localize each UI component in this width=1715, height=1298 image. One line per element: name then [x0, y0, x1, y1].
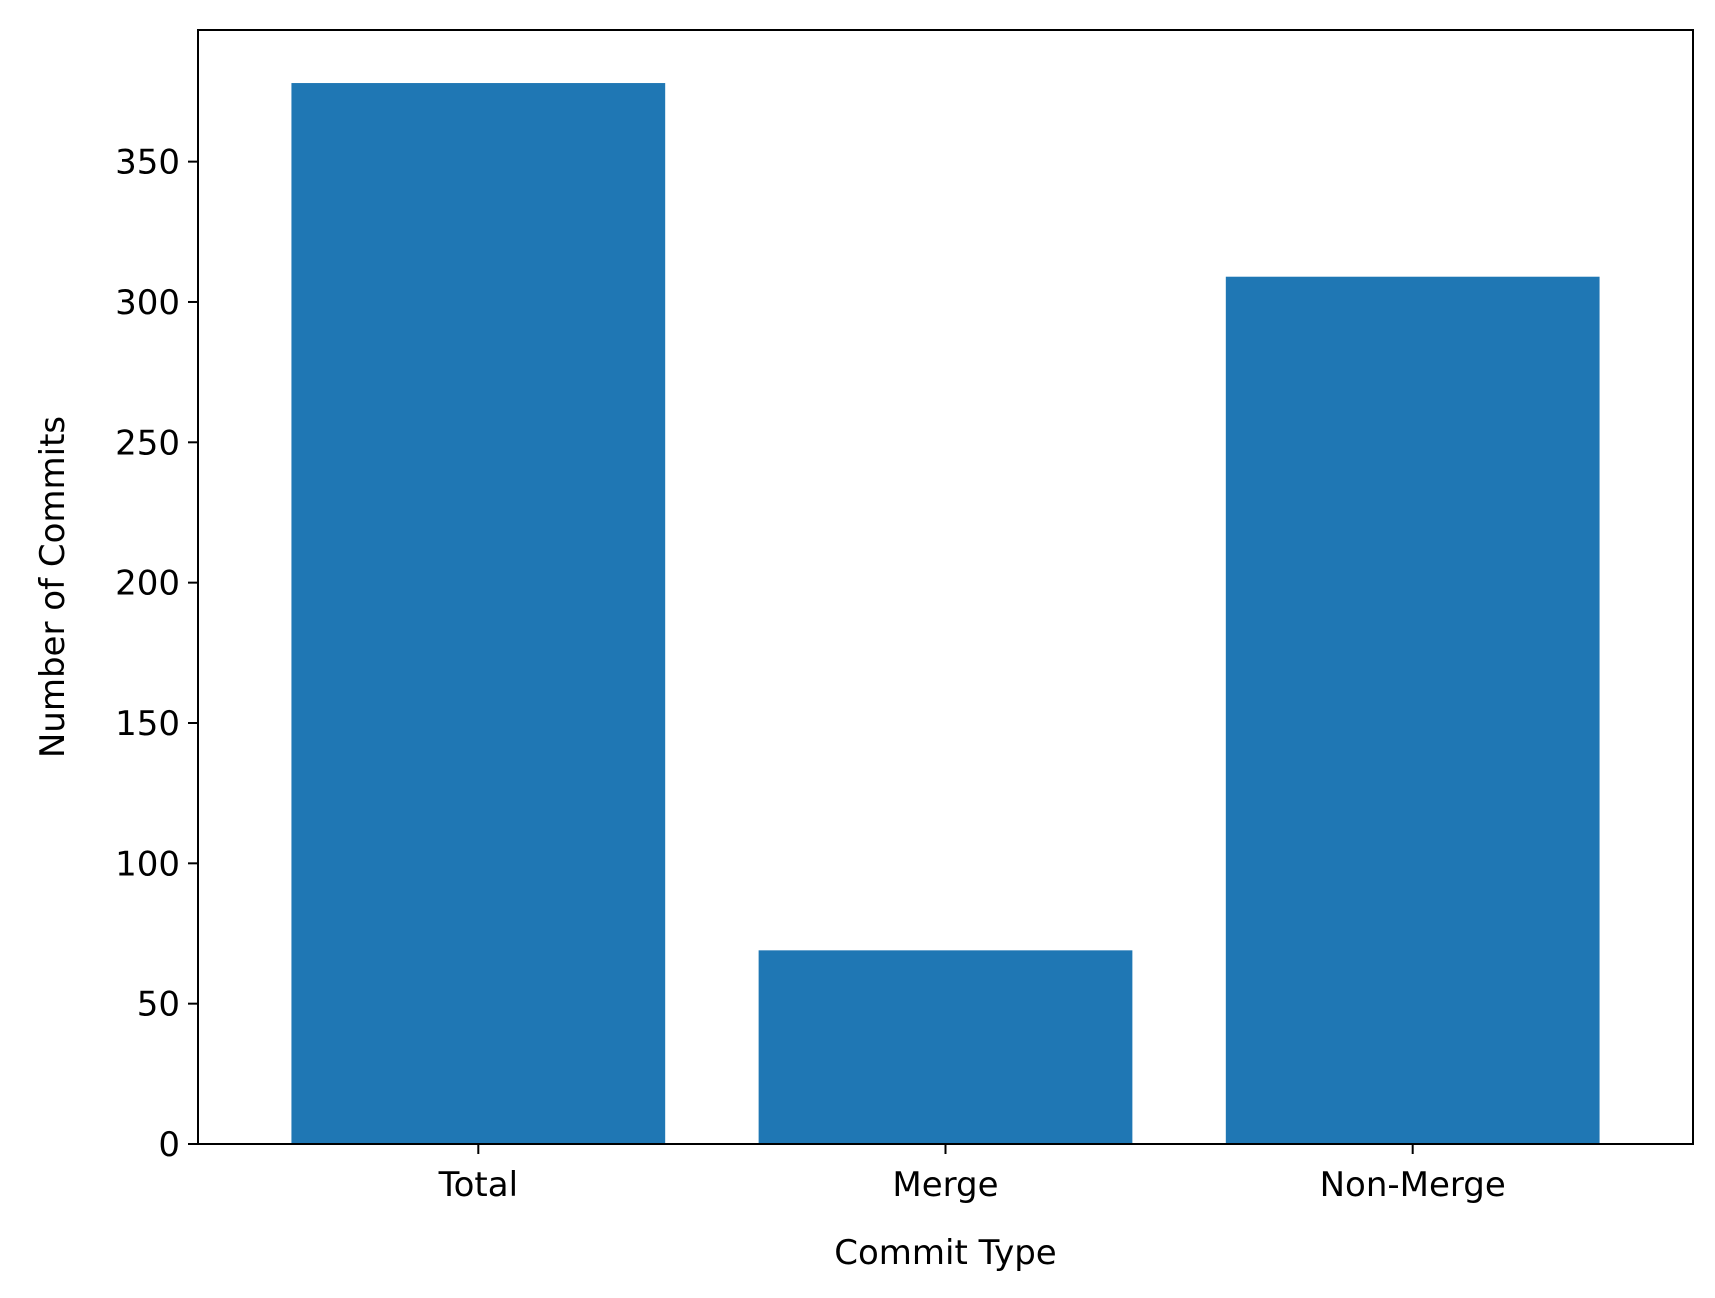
x-tick-label: Non-Merge	[1320, 1165, 1506, 1205]
y-tick-label: 150	[115, 704, 180, 744]
y-tick-label: 250	[115, 423, 180, 463]
bar-total	[291, 83, 666, 1145]
y-axis-label: Number of Commits	[33, 416, 73, 758]
y-tick-label: 100	[115, 844, 180, 884]
y-tick-label: 200	[115, 564, 180, 604]
x-axis-ticks: Total Merge Non-Merge	[438, 1144, 1506, 1205]
x-axis-label: Commit Type	[834, 1233, 1056, 1273]
y-tick-label: 300	[115, 283, 180, 323]
y-tick-label: 350	[115, 143, 180, 183]
bar-non-merge	[1225, 276, 1600, 1145]
x-tick-label: Merge	[892, 1165, 998, 1205]
bars-group	[291, 83, 1600, 1145]
y-tick-label: 0	[158, 1125, 180, 1165]
x-tick-label: Total	[438, 1165, 518, 1205]
y-axis-ticks: 0 50 100 150 200 250 300 350	[115, 143, 198, 1165]
bar-merge	[758, 950, 1133, 1144]
y-tick-label: 50	[137, 985, 180, 1025]
